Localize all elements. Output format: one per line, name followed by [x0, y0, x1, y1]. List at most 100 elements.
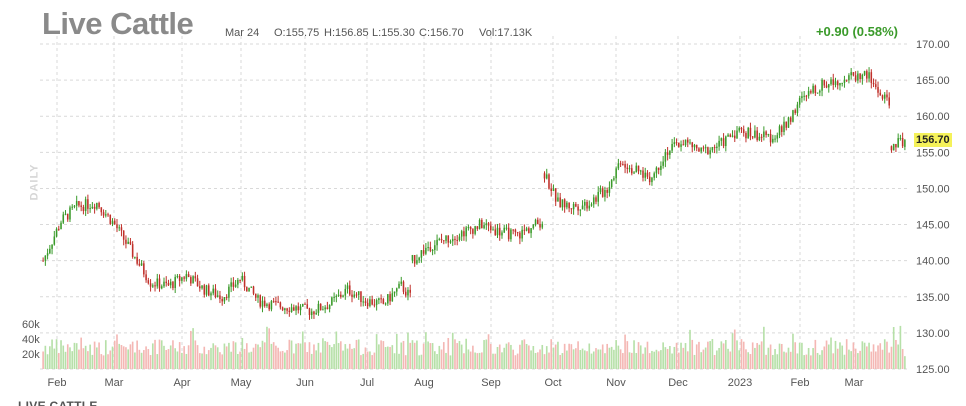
volume-bar — [284, 352, 286, 369]
candle-body — [866, 71, 868, 79]
candle-body — [758, 136, 761, 141]
candle-body — [391, 293, 394, 302]
candle-body — [798, 98, 801, 105]
volume-bar — [794, 342, 797, 369]
volume-bar — [425, 332, 427, 369]
candle-body — [691, 142, 694, 148]
volume-bar — [532, 346, 535, 369]
candle-body — [725, 136, 727, 147]
candle-body — [326, 307, 329, 309]
volume-bar — [60, 340, 62, 369]
candle-body — [671, 144, 673, 151]
volume-bar — [760, 341, 763, 369]
x-tick-label: Oct — [544, 377, 561, 389]
volume-bar — [827, 344, 830, 369]
volume-bar — [393, 353, 396, 369]
candle-body — [268, 304, 270, 310]
candle-body — [776, 135, 779, 139]
volume-bar — [689, 329, 691, 369]
volume-bar — [839, 342, 841, 369]
volume-bar — [297, 343, 300, 369]
volume-bar — [485, 339, 488, 369]
candle-body — [615, 168, 617, 179]
volume-bar — [785, 352, 788, 369]
volume-bar — [317, 342, 320, 369]
volume-bar — [724, 340, 727, 369]
volume-bar — [431, 343, 434, 369]
volume-bar — [104, 340, 107, 369]
candle-body — [707, 147, 709, 155]
candle-body — [225, 297, 228, 299]
volume-bar — [165, 349, 168, 369]
candle-body — [58, 228, 60, 230]
volume-tick-label: 40k — [22, 334, 40, 346]
candle-body — [192, 276, 194, 284]
volume-bar — [348, 343, 351, 369]
candle-body — [870, 72, 873, 83]
candle-body — [185, 274, 188, 279]
volume-bar — [615, 340, 617, 369]
volume-bar — [700, 352, 703, 369]
y-tick-label: 150.00 — [916, 183, 950, 195]
volume-bar — [866, 346, 868, 369]
volume-bar — [825, 340, 828, 369]
candle-body — [232, 282, 235, 287]
volume-bar — [830, 337, 832, 369]
volume-bar — [384, 347, 387, 369]
volume-bar — [366, 351, 369, 369]
x-tick-label: Nov — [606, 377, 626, 389]
volume-bar — [239, 351, 241, 369]
volume-bar — [592, 351, 595, 369]
volume-bar — [474, 352, 476, 369]
candle-body — [49, 248, 51, 254]
candle-body — [682, 144, 685, 146]
open-value: O:155.75 — [274, 27, 320, 39]
candle-body — [496, 227, 499, 236]
candle-body — [552, 188, 555, 192]
volume-bar — [559, 354, 561, 369]
candle-body — [780, 126, 783, 132]
candle-body — [199, 286, 201, 289]
volume-bar — [599, 349, 602, 369]
volume-bar — [897, 344, 899, 369]
volume-bar — [747, 352, 750, 369]
candle-body — [740, 128, 743, 130]
volume-bar — [460, 344, 463, 369]
volume-bar — [874, 351, 877, 369]
volume-bar — [369, 351, 371, 369]
candle-body — [96, 202, 98, 209]
candle-body — [904, 140, 906, 147]
candle-body — [528, 228, 530, 234]
volume-bar — [456, 343, 459, 369]
volume-bar — [66, 344, 69, 369]
volume-bar — [46, 354, 49, 369]
bottom-label: LIVE CATTLE — [18, 399, 98, 406]
candle-body — [631, 168, 633, 174]
volume-bar — [848, 349, 850, 369]
candle-body — [239, 279, 241, 281]
volume-bar — [413, 342, 416, 369]
volume-bar — [711, 339, 714, 369]
volume-bar — [362, 353, 365, 369]
volume-bar — [335, 331, 338, 369]
candle-body — [129, 241, 132, 245]
candle-body — [87, 199, 89, 209]
candle-body — [422, 250, 425, 254]
candle-body — [237, 279, 239, 285]
candle-body — [402, 281, 405, 292]
candle-body — [839, 83, 841, 86]
candle-body — [89, 208, 91, 210]
volume-bar — [237, 353, 239, 369]
volume-bar — [467, 349, 470, 369]
candle-body — [604, 189, 606, 197]
volume-bar — [196, 345, 199, 369]
candle-body — [854, 75, 857, 81]
candle-body — [465, 227, 467, 237]
candle-body — [348, 285, 351, 295]
candle-body — [877, 87, 879, 93]
candle-body — [669, 150, 671, 155]
volume-bar — [677, 352, 680, 369]
volume-bar — [528, 345, 530, 369]
candle-body — [608, 187, 611, 193]
candle-body — [487, 223, 490, 226]
